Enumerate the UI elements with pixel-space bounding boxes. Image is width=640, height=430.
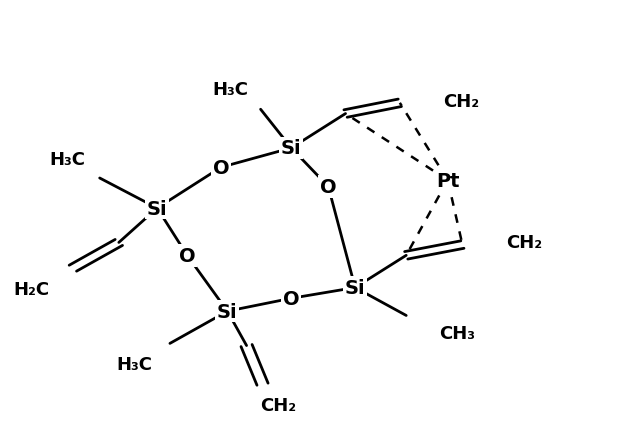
Text: H₃C: H₃C — [212, 80, 248, 98]
Text: Si: Si — [217, 302, 237, 321]
Text: CH₃: CH₃ — [440, 324, 476, 342]
Text: H₃C: H₃C — [117, 355, 153, 373]
Text: H₃C: H₃C — [50, 150, 86, 168]
Text: CH₂: CH₂ — [260, 396, 296, 414]
Text: Si: Si — [345, 278, 365, 297]
Text: O: O — [179, 246, 195, 265]
Text: O: O — [283, 289, 300, 308]
Text: O: O — [212, 158, 229, 177]
Text: CH₂: CH₂ — [444, 92, 479, 111]
Text: Si: Si — [281, 139, 301, 158]
Text: Si: Si — [147, 199, 168, 218]
Text: Pt: Pt — [436, 171, 460, 190]
Text: CH₂: CH₂ — [506, 234, 542, 252]
Text: O: O — [320, 178, 337, 197]
Text: H₂C: H₂C — [13, 280, 49, 298]
